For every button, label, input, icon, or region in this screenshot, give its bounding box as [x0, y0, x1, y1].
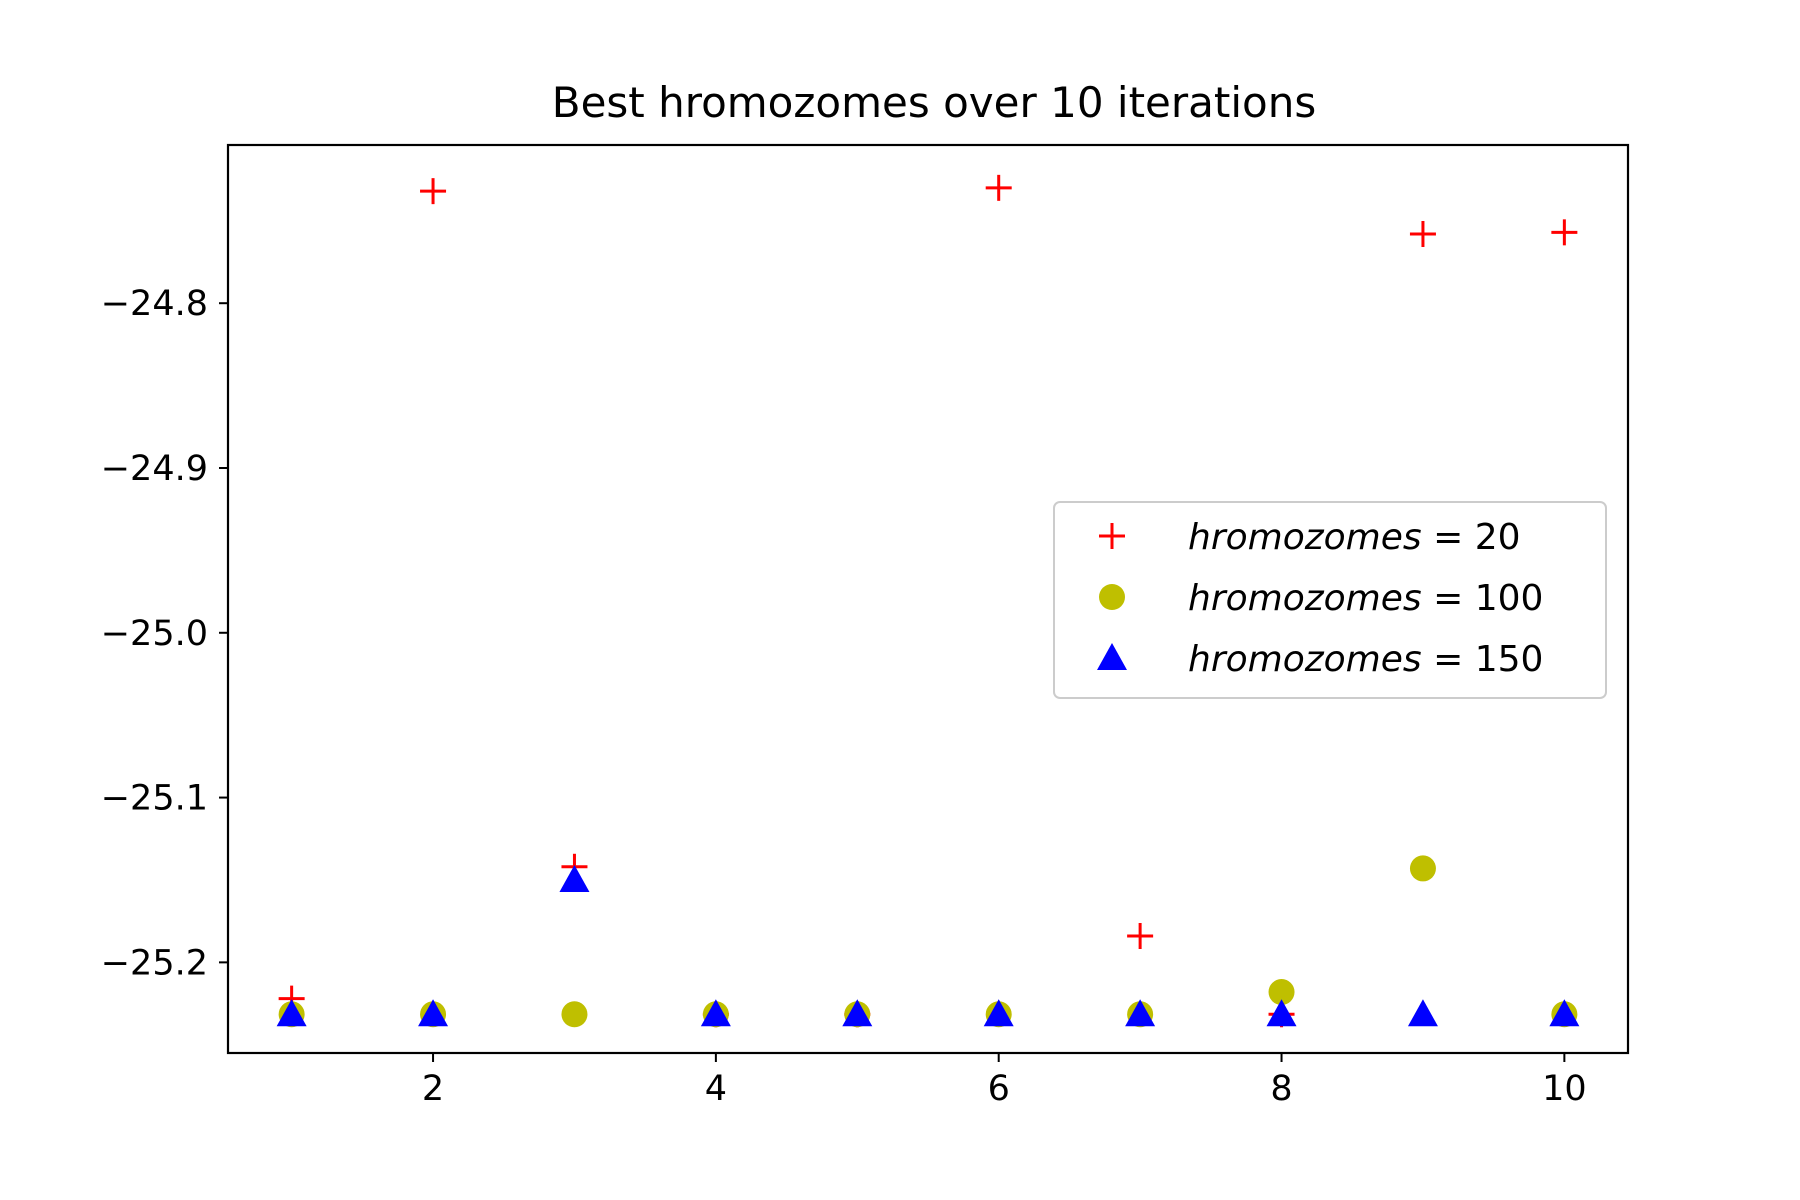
data-point-triangle [1407, 999, 1438, 1027]
plot-area [276, 174, 1580, 1028]
chart-title: Best hromozomes over 10 iterations [552, 78, 1316, 127]
x-tick-label: 4 [705, 1069, 727, 1109]
legend: hromozomes = 20 hromozomes = 100 hromozome… [1053, 501, 1607, 699]
legend-label: hromozomes = 150 [1188, 639, 1543, 680]
data-point-plus [420, 178, 447, 205]
data-point-circle [1268, 979, 1295, 1006]
data-point-plus [1409, 220, 1436, 247]
data-point-triangle [1266, 999, 1297, 1027]
axes-frame [226, 143, 1630, 1055]
data-point-triangle [418, 999, 449, 1027]
data-point-plus [1127, 922, 1154, 949]
data-point-triangle [559, 864, 590, 892]
data-point-plus [985, 174, 1012, 201]
legend-marker-triangle [1097, 643, 1127, 670]
data-point-triangle [842, 999, 873, 1027]
data-point-triangle [1125, 999, 1156, 1027]
y-tick-label: −24.9 [101, 449, 208, 489]
series-triangle [276, 864, 1580, 1027]
x-tick-label: 2 [422, 1069, 444, 1109]
data-point-plus [1551, 219, 1578, 246]
x-tick-label: 8 [1270, 1069, 1292, 1109]
y-tick-label: −24.8 [101, 284, 208, 324]
legend-marker-plus [1099, 523, 1125, 549]
legend-label: hromozomes = 20 [1188, 517, 1521, 558]
y-tick-label: −25.1 [101, 779, 208, 819]
legend-label: hromozomes = 100 [1188, 578, 1543, 619]
y-tick-label: −25.0 [101, 614, 208, 654]
data-point-circle [561, 1001, 588, 1028]
legend-marker-circle [1099, 584, 1125, 610]
data-point-circle [1409, 855, 1436, 882]
y-tick-label: −25.2 [101, 943, 208, 983]
axis-ticks: 2 4 6 8 10 −24.8 −24.9 −25.0 −25.1 −25.2 [101, 284, 1587, 1109]
x-tick-label: 10 [1542, 1069, 1587, 1109]
data-point-triangle [276, 999, 307, 1027]
data-point-triangle [1549, 999, 1580, 1027]
data-point-triangle [700, 999, 731, 1027]
data-point-triangle [983, 999, 1014, 1027]
legend-box [1053, 501, 1607, 699]
x-tick-label: 6 [988, 1069, 1010, 1109]
